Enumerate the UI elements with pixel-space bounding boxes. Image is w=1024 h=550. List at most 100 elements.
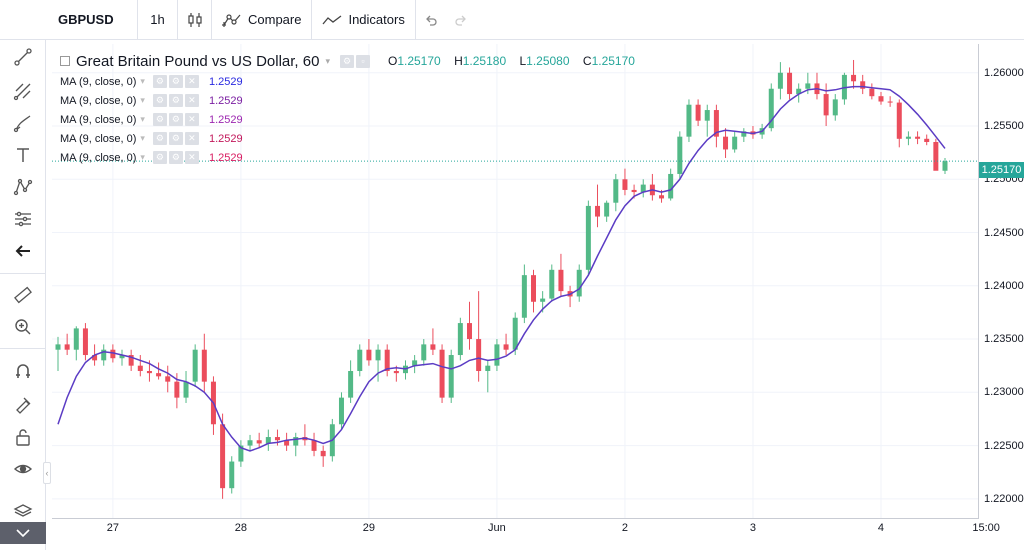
indicator-dropdown-icon[interactable]: ▾ bbox=[140, 133, 145, 143]
candle bbox=[238, 440, 244, 467]
series-actions: ⚙ ▫ bbox=[339, 54, 370, 68]
candle-body bbox=[220, 424, 226, 489]
unlock-icon[interactable] bbox=[8, 422, 38, 452]
lock-drawings-icon[interactable] bbox=[8, 389, 38, 419]
indicator-format-icon[interactable]: ⚙ bbox=[168, 75, 183, 88]
symbol-search-button[interactable]: GBPUSD bbox=[0, 0, 138, 40]
candle bbox=[348, 360, 354, 403]
indicator-remove-icon[interactable]: ✕ bbox=[184, 151, 199, 164]
price-tick-label: 1.22500 bbox=[984, 439, 1024, 452]
candle bbox=[832, 94, 838, 121]
ohlc-values: O1.25170 H1.25180 L1.25080 C1.25170 bbox=[388, 54, 645, 68]
candle bbox=[558, 253, 564, 297]
candle-body bbox=[448, 355, 454, 398]
indicator-dropdown-icon[interactable]: ▾ bbox=[140, 114, 145, 124]
candle bbox=[869, 83, 875, 100]
candle bbox=[787, 67, 793, 100]
chart-style-button[interactable] bbox=[178, 0, 212, 40]
indicators-button[interactable]: Indicators bbox=[312, 0, 416, 40]
ruler-icon[interactable] bbox=[8, 280, 38, 310]
legend-dropdown-icon[interactable]: ▾ bbox=[325, 55, 330, 66]
indicator-settings-icon[interactable]: ⚙ bbox=[152, 75, 167, 88]
price-chart[interactable] bbox=[52, 44, 978, 518]
candle-body bbox=[832, 99, 838, 116]
indicator-legend-row[interactable]: MA (9, close, 0) ▾ ⚙ ⚙ ✕ 1.2529 bbox=[60, 91, 645, 110]
indicator-remove-icon[interactable]: ✕ bbox=[184, 94, 199, 107]
collapse-legend-icon[interactable] bbox=[60, 56, 70, 66]
compare-button[interactable]: Compare bbox=[212, 0, 313, 40]
candle bbox=[466, 301, 472, 350]
chart-pane[interactable] bbox=[52, 44, 978, 518]
zoom-in-icon[interactable] bbox=[8, 312, 38, 342]
high-label: H bbox=[454, 54, 463, 68]
indicator-settings-icon[interactable]: ⚙ bbox=[152, 151, 167, 164]
candle-body bbox=[741, 131, 747, 137]
forecast-icon[interactable] bbox=[8, 204, 38, 234]
eye-icon[interactable] bbox=[8, 454, 38, 484]
indicator-format-icon[interactable]: ⚙ bbox=[168, 132, 183, 145]
indicator-format-icon[interactable]: ⚙ bbox=[168, 113, 183, 126]
indicator-legend-row[interactable]: MA (9, close, 0) ▾ ⚙ ⚙ ✕ 1.2529 bbox=[60, 129, 645, 148]
brush-icon[interactable] bbox=[8, 108, 38, 138]
candle bbox=[622, 168, 628, 196]
candle bbox=[595, 184, 601, 228]
candle bbox=[293, 432, 299, 457]
legend-main-row[interactable]: Great Britain Pound vs US Dollar, 60 ▾ ⚙… bbox=[60, 50, 645, 72]
redo-button[interactable] bbox=[446, 0, 476, 40]
candle bbox=[384, 344, 390, 377]
text-icon[interactable] bbox=[8, 140, 38, 170]
last-price-badge: 1.25170 bbox=[979, 162, 1024, 178]
indicator-legend-row[interactable]: MA (9, close, 0) ▾ ⚙ ⚙ ✕ 1.2529 bbox=[60, 72, 645, 91]
candle-body bbox=[777, 72, 783, 89]
indicator-format-icon[interactable]: ⚙ bbox=[168, 94, 183, 107]
interval-button[interactable]: 1h bbox=[138, 0, 178, 40]
candle-body bbox=[274, 437, 280, 441]
indicator-format-icon[interactable]: ⚙ bbox=[168, 151, 183, 164]
indicator-remove-icon[interactable]: ✕ bbox=[184, 113, 199, 126]
indicator-actions: ⚙ ⚙ ✕ bbox=[152, 113, 199, 126]
indicator-remove-icon[interactable]: ✕ bbox=[184, 132, 199, 145]
indicator-dropdown-icon[interactable]: ▾ bbox=[140, 76, 145, 86]
candle-body bbox=[540, 298, 546, 302]
candle-body bbox=[421, 344, 427, 361]
candle-body bbox=[915, 136, 921, 139]
trend-line-icon[interactable] bbox=[8, 42, 38, 72]
magnet-icon[interactable] bbox=[8, 356, 38, 386]
open-label: O bbox=[387, 54, 398, 68]
candle bbox=[915, 131, 921, 145]
indicator-dropdown-icon[interactable]: ▾ bbox=[140, 95, 145, 105]
indicator-remove-icon[interactable]: ✕ bbox=[184, 75, 199, 88]
candle-body bbox=[823, 94, 829, 116]
candle-body bbox=[704, 110, 710, 121]
candle bbox=[357, 344, 363, 377]
series-settings-icon[interactable]: ⚙ bbox=[339, 54, 354, 68]
panel-collapse-handle[interactable]: ‹ bbox=[43, 462, 51, 484]
candle-body bbox=[622, 179, 628, 190]
undo-button[interactable] bbox=[416, 0, 446, 40]
candle bbox=[896, 99, 902, 148]
sidebar-collapse-button[interactable] bbox=[0, 522, 46, 544]
back-arrow-icon[interactable] bbox=[8, 236, 38, 266]
candle-body bbox=[457, 323, 463, 356]
series-more-icon[interactable]: ▫ bbox=[355, 54, 370, 68]
candle bbox=[549, 264, 555, 302]
candle-body bbox=[585, 205, 591, 270]
indicator-settings-icon[interactable]: ⚙ bbox=[152, 132, 167, 145]
sidebar-divider bbox=[0, 273, 46, 274]
candle-body bbox=[787, 72, 793, 95]
legend-title: Great Britain Pound vs US Dollar, 60 bbox=[76, 52, 320, 70]
indicator-settings-icon[interactable]: ⚙ bbox=[152, 94, 167, 107]
indicator-dropdown-icon[interactable]: ▾ bbox=[140, 152, 145, 162]
candle-body bbox=[137, 365, 143, 372]
pitchfork-icon[interactable] bbox=[8, 76, 38, 106]
candle-body bbox=[174, 381, 180, 398]
indicator-label: MA (9, close, 0) bbox=[60, 94, 137, 107]
indicator-legend-row[interactable]: MA (9, close, 0) ▾ ⚙ ⚙ ✕ 1.2529 bbox=[60, 148, 645, 167]
candle-body bbox=[613, 179, 619, 203]
pattern-icon[interactable] bbox=[8, 172, 38, 202]
indicator-value: 1.2529 bbox=[208, 75, 243, 88]
indicator-legend-list: MA (9, close, 0) ▾ ⚙ ⚙ ✕ 1.2529 MA (9, close, … bbox=[60, 72, 645, 167]
layers-icon[interactable] bbox=[8, 496, 38, 526]
indicator-legend-row[interactable]: MA (9, close, 0) ▾ ⚙ ⚙ ✕ 1.2529 bbox=[60, 110, 645, 129]
indicator-settings-icon[interactable]: ⚙ bbox=[152, 113, 167, 126]
